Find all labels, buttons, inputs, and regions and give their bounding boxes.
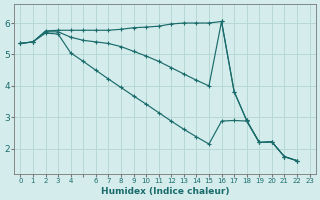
X-axis label: Humidex (Indice chaleur): Humidex (Indice chaleur)	[101, 187, 229, 196]
